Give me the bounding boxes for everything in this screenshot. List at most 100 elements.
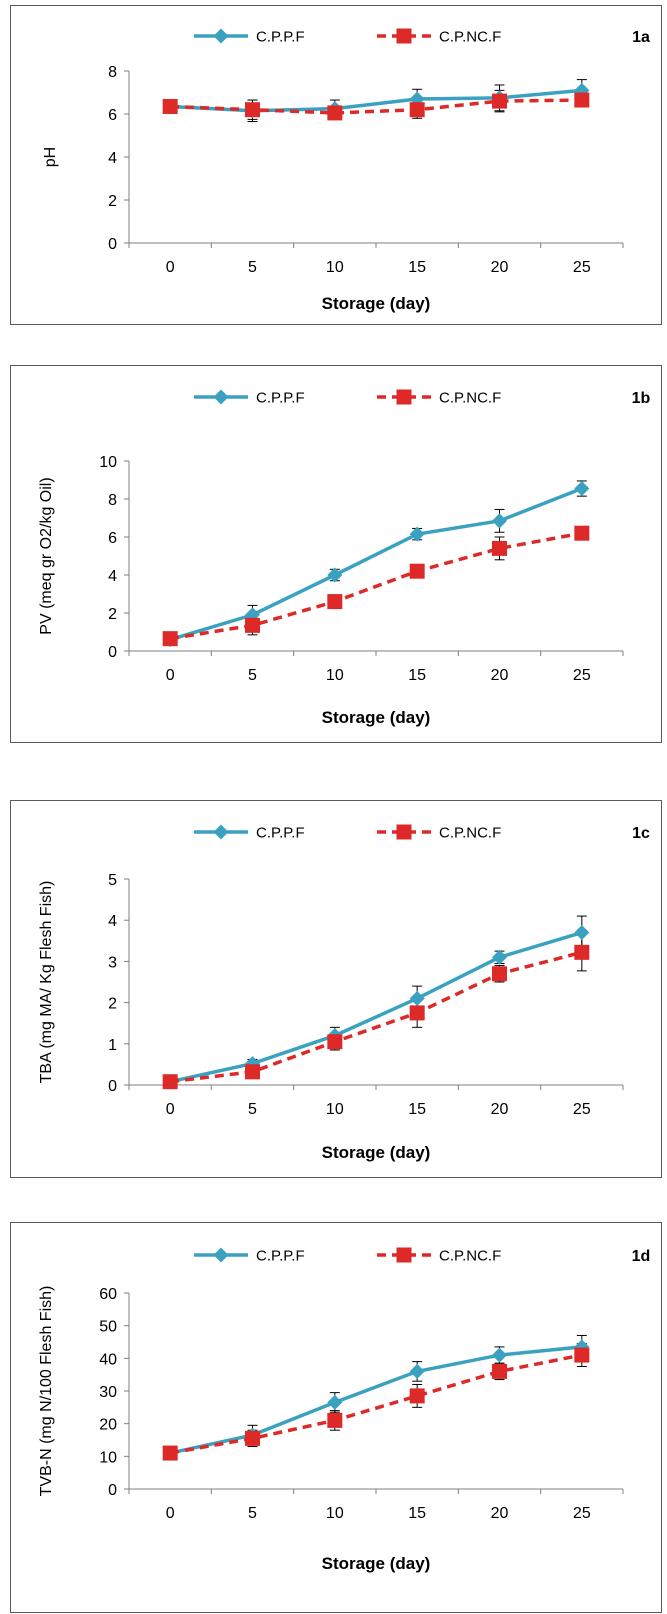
panel-label: 1c (632, 825, 650, 842)
x-axis-title: Storage (day) (322, 1143, 431, 1162)
panel-label: 1d (632, 1248, 651, 1265)
x-tick-label: 5 (248, 667, 257, 684)
data-point-series-2 (327, 594, 343, 610)
y-tick-label: 2 (108, 193, 117, 210)
data-point-series-1 (492, 513, 507, 529)
series-line-1 (169, 930, 583, 1084)
x-tick-label: 20 (491, 1101, 509, 1118)
data-point-series-2 (574, 525, 590, 541)
y-axis-title: pH (42, 147, 59, 167)
x-axis-title: Storage (day) (322, 294, 431, 313)
chart-1d-svg: 0 10 20 30 40 50 60 0 5 10 15 20 25 Storage (day) TVB-… (38, 1247, 651, 1573)
chart-panel-1a: 0 2 4 6 8 0 5 10 15 20 25 Storage (day) pH 1a C.P.P.F C… (10, 5, 662, 325)
x-axis-title: Storage (day) (322, 708, 431, 727)
x-tick-label: 0 (166, 1505, 175, 1522)
legend-marker (396, 824, 412, 840)
data-point-series-2 (327, 1412, 343, 1428)
y-tick-label: 5 (108, 872, 117, 889)
data-point-series-2 (327, 105, 343, 121)
data-point-series-2 (409, 563, 425, 579)
data-point-series-1 (574, 481, 590, 497)
x-axis-title: Storage (day) (322, 1554, 431, 1573)
data-point-series-1 (245, 607, 260, 623)
data-point-series-1 (409, 526, 425, 542)
data-point-series-1 (409, 1363, 425, 1379)
y-tick-label: 4 (108, 568, 117, 585)
y-tick-label: 6 (108, 530, 117, 547)
y-tick-label: 8 (108, 64, 117, 81)
panel-label: 1b (632, 390, 651, 407)
panel-label: 1a (632, 29, 650, 46)
y-tick-label: 10 (99, 454, 117, 471)
x-tick-label: 5 (248, 1101, 257, 1118)
y-axis-title: TVB-N (mg N/100 Flesh Fish) (38, 1286, 55, 1497)
y-tick-label: 60 (99, 1286, 117, 1303)
x-tick-label: 25 (573, 667, 591, 684)
data-point-series-2 (492, 540, 507, 556)
y-tick-label: 20 (99, 1417, 117, 1434)
data-point-series-2 (492, 1363, 507, 1379)
data-point-series-2 (492, 93, 507, 109)
chart-panel-1c: 0 1 2 3 4 5 0 5 10 15 20 25 Storage (day) TBA (mg MA/… (10, 800, 662, 1178)
data-point-series-2 (409, 1005, 425, 1021)
legend-marker (213, 28, 229, 44)
y-tick-label: 4 (108, 150, 117, 167)
x-tick-label: 15 (408, 259, 426, 276)
legend-marker (396, 389, 412, 405)
legend-label: C.P.NC.F (439, 825, 501, 842)
data-point-series-1 (327, 1394, 343, 1410)
legend-label: C.P.P.F (256, 29, 305, 46)
legend-label: C.P.P.F (256, 1248, 305, 1265)
data-point-series-2 (574, 944, 590, 960)
y-tick-label: 0 (108, 236, 117, 253)
x-tick-label: 5 (248, 1505, 257, 1522)
y-tick-label: 0 (108, 1482, 117, 1499)
y-axis-title: TBA (mg MA/ Kg Flesh Fish) (38, 881, 55, 1084)
x-tick-label: 20 (491, 1505, 509, 1522)
x-tick-label: 15 (408, 1101, 426, 1118)
x-tick-label: 10 (326, 1505, 344, 1522)
y-tick-label: 0 (108, 644, 117, 661)
legend-marker (396, 28, 412, 44)
data-point-series-2 (245, 617, 260, 633)
legend-label: C.P.NC.F (439, 390, 501, 407)
data-point-series-2 (327, 1034, 343, 1050)
data-point-series-1 (409, 990, 425, 1006)
data-point-series-2 (245, 1064, 260, 1080)
y-tick-label: 50 (99, 1319, 117, 1336)
series-line-2 (169, 531, 583, 641)
x-tick-label: 25 (573, 1101, 591, 1118)
data-point-series-2 (492, 966, 507, 982)
legend-marker (213, 389, 229, 405)
series-line-2 (169, 950, 583, 1084)
data-point-series-2 (162, 98, 178, 114)
chart-panel-1b: 0 2 4 6 8 10 0 5 10 15 20 25 Storage (day) PV (meq gr… (10, 365, 662, 743)
legend-marker (396, 1247, 412, 1263)
data-point-series-2 (162, 1445, 178, 1461)
y-tick-label: 0 (108, 1078, 117, 1095)
legend-label: C.P.P.F (256, 825, 305, 842)
series-line-2 (169, 1353, 583, 1455)
y-tick-label: 10 (99, 1449, 117, 1466)
legend-label: C.P.NC.F (439, 29, 501, 46)
y-tick-label: 2 (108, 996, 117, 1013)
series-line-1 (169, 486, 583, 642)
x-tick-label: 20 (491, 259, 509, 276)
x-tick-label: 20 (491, 667, 509, 684)
data-point-series-1 (574, 925, 590, 941)
x-tick-label: 10 (326, 259, 344, 276)
data-point-series-2 (162, 1074, 178, 1090)
chart-panel-1d: 0 10 20 30 40 50 60 0 5 10 15 20 25 Storage (day) TVB-… (10, 1222, 662, 1613)
x-tick-label: 25 (573, 1505, 591, 1522)
legend-label: C.P.P.F (256, 390, 305, 407)
data-point-series-2 (574, 1347, 590, 1363)
y-tick-label: 30 (99, 1384, 117, 1401)
data-point-series-1 (574, 1339, 590, 1355)
series-line-1 (169, 1345, 583, 1455)
x-tick-label: 5 (248, 259, 257, 276)
x-tick-label: 0 (166, 259, 175, 276)
y-tick-label: 8 (108, 492, 117, 509)
chart-1a-svg: 0 2 4 6 8 0 5 10 15 20 25 Storage (day) pH 1a C.P.P.F C… (42, 28, 650, 313)
data-point-series-1 (327, 567, 343, 583)
y-tick-label: 1 (108, 1037, 117, 1054)
